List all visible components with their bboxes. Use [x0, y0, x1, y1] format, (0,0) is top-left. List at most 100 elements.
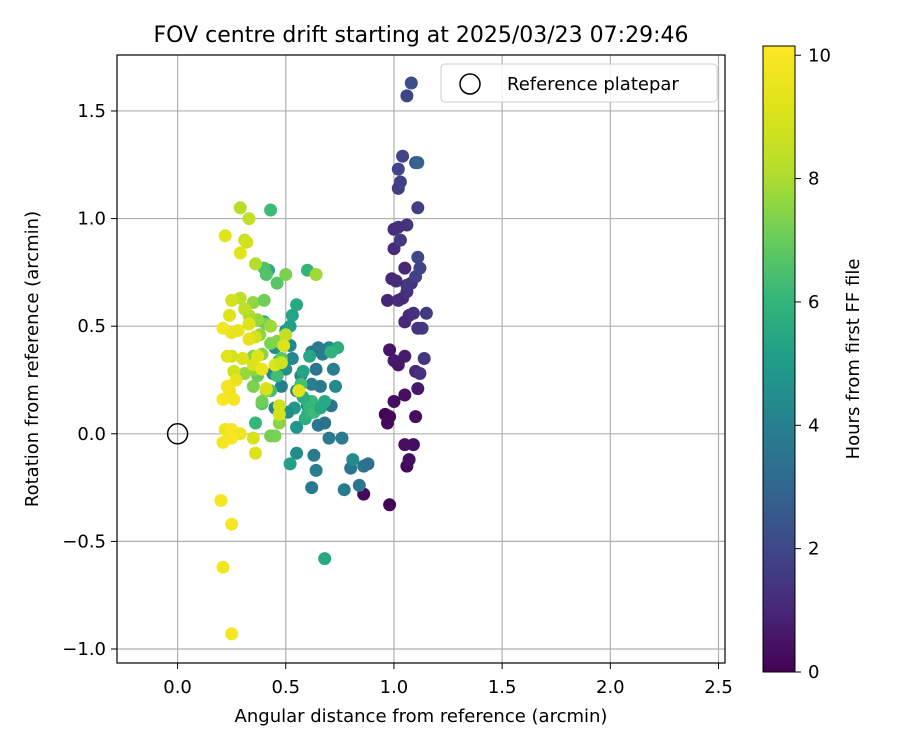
data-point — [398, 438, 412, 452]
data-point — [255, 362, 269, 376]
data-point — [352, 478, 366, 492]
data-point — [233, 246, 247, 260]
data-point — [220, 379, 234, 393]
data-point — [225, 517, 239, 531]
data-point — [290, 446, 304, 460]
data-point — [329, 379, 342, 393]
data-point — [402, 453, 416, 467]
data-point — [383, 410, 397, 424]
data-point — [411, 321, 425, 335]
data-point — [283, 457, 297, 471]
data-point — [309, 268, 323, 281]
data-point — [391, 162, 405, 176]
data-point — [311, 341, 325, 355]
data-point — [305, 377, 319, 391]
legend-box — [440, 63, 718, 103]
data-point — [264, 429, 278, 443]
x-tick-label: 2.0 — [596, 677, 625, 698]
y-tick-label: 1.5 — [77, 101, 106, 122]
reference-platepar-point — [166, 423, 189, 445]
colorbar-label: Hours from first FF file — [843, 259, 864, 460]
y-tick-label: 0.0 — [77, 424, 106, 445]
data-point — [400, 89, 414, 103]
data-point — [274, 356, 288, 370]
data-point — [398, 261, 412, 275]
data-point — [225, 627, 239, 641]
data-point — [264, 203, 278, 217]
data-point — [318, 416, 332, 430]
data-point — [318, 552, 332, 566]
y-axis-ticks: −1.0 −0.5 0.0 0.5 1.0 1.5 — [62, 101, 117, 660]
data-point — [249, 416, 262, 430]
y-tick-label: −1.0 — [62, 639, 106, 660]
data-point — [396, 149, 410, 163]
data-point — [411, 201, 425, 215]
data-point — [259, 268, 273, 281]
data-point — [246, 431, 260, 445]
data-point — [361, 457, 375, 471]
data-point — [214, 494, 228, 507]
data-point — [225, 431, 239, 445]
colorbar-tick-label: 2 — [808, 539, 819, 560]
reference-marker — [166, 423, 189, 445]
data-point — [337, 483, 351, 497]
data-point — [285, 352, 299, 365]
x-tick-label: 1.0 — [380, 677, 409, 698]
y-tick-label: 1.0 — [77, 209, 106, 230]
data-point — [223, 308, 236, 322]
data-point — [406, 306, 420, 320]
data-point — [249, 446, 262, 460]
colorbar-gradient — [762, 45, 796, 673]
data-point — [419, 306, 433, 320]
data-point — [242, 332, 256, 346]
data-point — [309, 362, 323, 376]
y-axis-label: Rotation from reference (arcmin) — [22, 211, 43, 507]
data-point — [236, 352, 249, 365]
data-point — [290, 420, 304, 434]
y-tick-label: −0.5 — [62, 531, 106, 552]
data-point — [318, 395, 332, 408]
data-point — [259, 382, 273, 396]
data-point — [290, 298, 304, 312]
data-point — [270, 369, 284, 383]
data-point — [307, 448, 321, 462]
data-point — [242, 317, 256, 331]
data-point — [279, 328, 293, 342]
data-point — [411, 250, 425, 264]
data-point — [381, 293, 394, 307]
data-point — [309, 463, 323, 477]
x-axis-ticks: 0.0 0.5 1.0 1.5 2.0 2.5 — [163, 663, 733, 698]
data-point — [303, 349, 317, 363]
data-points — [214, 76, 433, 641]
data-point — [383, 343, 397, 357]
y-tick-label: 0.5 — [77, 316, 106, 337]
data-point — [383, 498, 397, 512]
data-point — [400, 278, 414, 292]
data-point — [246, 379, 260, 393]
data-point — [255, 395, 269, 408]
data-point — [251, 349, 265, 363]
colorbar: 0 2 4 6 8 10 Hours from first FF file — [762, 45, 864, 683]
data-point — [257, 293, 271, 307]
data-point — [413, 261, 427, 275]
data-point — [218, 229, 232, 243]
data-point — [393, 233, 407, 247]
data-point — [233, 201, 247, 215]
data-point — [322, 431, 336, 445]
data-point — [400, 218, 414, 232]
data-point — [409, 410, 423, 424]
data-point — [393, 175, 407, 189]
chart-title: FOV centre drift starting at 2025/03/23 … — [154, 23, 689, 48]
colorbar-tick-label: 4 — [808, 415, 819, 436]
data-point — [305, 481, 319, 495]
x-tick-label: 1.5 — [488, 677, 517, 698]
x-tick-label: 0.0 — [163, 677, 192, 698]
data-point — [270, 276, 284, 290]
data-point — [264, 319, 278, 333]
data-point — [242, 212, 256, 226]
data-point — [398, 388, 412, 402]
data-point — [411, 382, 425, 396]
data-point — [272, 407, 286, 421]
